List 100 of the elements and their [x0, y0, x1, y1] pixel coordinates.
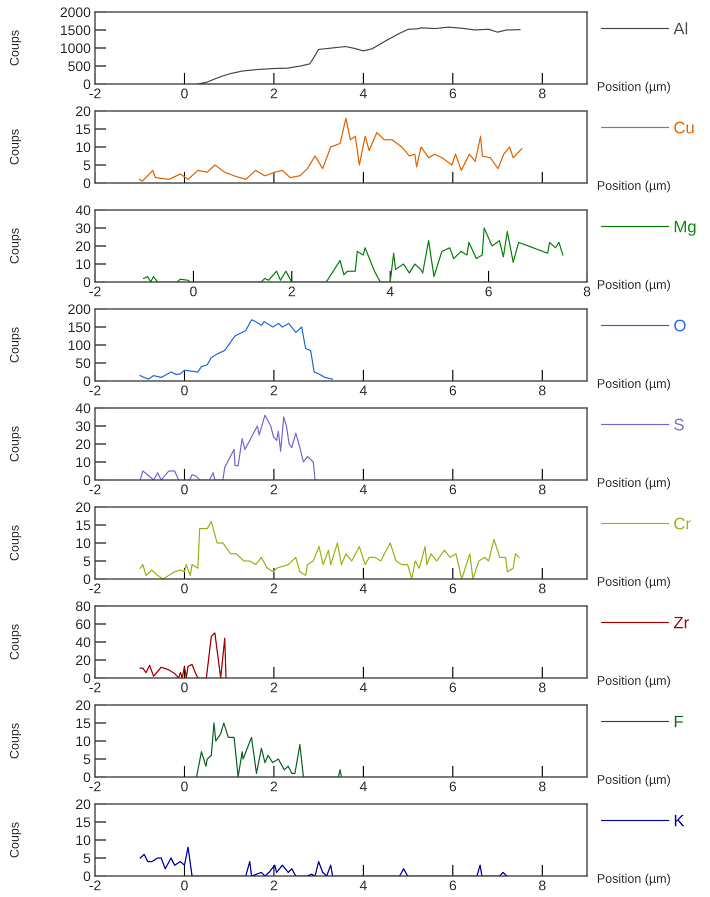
x-axis-title: Position (µm) [598, 82, 670, 94]
x-tick-label: 0 [181, 682, 188, 692]
x-axis-title: Position (µm) [598, 478, 670, 490]
y-tick-label: 20 [76, 241, 90, 252]
x-tick-label: 4 [386, 286, 394, 296]
x-tick-label: 8 [539, 88, 546, 98]
x-tick-label: 0 [181, 484, 188, 494]
x-tick-label: 8 [539, 386, 546, 396]
x-tick-label: 4 [360, 880, 367, 890]
y-tick-label: 15 [76, 817, 90, 828]
x-tick-label: 4 [360, 484, 367, 494]
x-tick-label: -2 [89, 88, 100, 98]
y-tick-label: 20 [76, 700, 90, 710]
legend-label: K [674, 814, 684, 826]
x-tick-label: 8 [539, 584, 546, 594]
line-series [140, 632, 227, 678]
x-tick-label: 8 [584, 286, 590, 296]
legend-label: F [674, 716, 683, 728]
y-tick-label: 0 [84, 673, 90, 684]
y-tick-label: 40 [76, 637, 90, 648]
x-tick-label: 6 [450, 880, 456, 890]
x-tick-label: 6 [450, 682, 456, 692]
x-tick-label: 2 [270, 880, 278, 890]
y-tick-label: 0 [84, 475, 90, 486]
y-tick-label: 5 [84, 754, 90, 764]
y-axis-title: Coups [10, 525, 22, 560]
x-tick-label: -2 [89, 286, 100, 296]
x-tick-label: 2 [270, 682, 278, 692]
x-tick-label: 0 [181, 584, 188, 594]
x-axis-title: Position (µm) [598, 576, 670, 588]
y-tick-label: 0 [84, 277, 90, 288]
legend-label: O [674, 320, 686, 332]
y-tick-label: 0 [84, 178, 90, 188]
x-tick-label: 6 [450, 386, 456, 396]
y-tick-label: 200 [68, 304, 90, 314]
y-axis-title: Coups [10, 822, 22, 858]
y-tick-label: 15 [76, 718, 90, 728]
y-tick-label: 30 [76, 223, 90, 234]
x-tick-label: 6 [450, 782, 456, 792]
legend-label: Zr [674, 616, 689, 628]
x-tick-label: 2 [270, 386, 278, 396]
y-tick-label: 40 [76, 403, 90, 414]
x-axis-title: Position (µm) [598, 874, 670, 886]
y-tick-label: 2000 [60, 7, 90, 18]
y-tick-label: 0 [84, 79, 90, 90]
y-tick-label: 5 [84, 160, 90, 170]
legend-label: S [674, 418, 684, 430]
x-tick-label: 4 [360, 386, 367, 396]
y-tick-label: 0 [84, 574, 90, 584]
legend-label: Al [673, 22, 688, 34]
x-tick-label: 6 [485, 286, 492, 296]
x-tick-label: 2 [270, 584, 278, 594]
x-tick-label: 2 [288, 286, 295, 296]
y-axis-title: Coups [10, 228, 22, 264]
y-tick-label: 150 [68, 322, 90, 332]
x-axis-title: Position (µm) [598, 280, 670, 292]
x-tick-label: -2 [89, 880, 100, 890]
y-tick-label: 20 [76, 502, 90, 512]
y-tick-label: 0 [84, 772, 90, 782]
x-axis-title: Position (µm) [598, 676, 670, 688]
x-tick-label: 8 [539, 682, 546, 692]
y-axis-title: Coups [10, 624, 22, 660]
x-tick-label: 2 [270, 782, 278, 792]
y-tick-label: 10 [76, 736, 90, 746]
y-tick-label: 60 [76, 619, 90, 630]
x-axis-title: Position (µm) [598, 378, 670, 390]
y-tick-label: 5 [84, 556, 90, 566]
y-tick-label: 1500 [61, 25, 90, 36]
x-axis-title: Position (µm) [598, 774, 670, 786]
y-tick-label: 0 [84, 376, 90, 386]
y-tick-label: 50 [76, 358, 90, 368]
x-tick-label: 8 [539, 782, 546, 792]
x-tick-label: 4 [360, 584, 367, 594]
y-axis-title: Coups [10, 30, 22, 66]
line-series [140, 319, 334, 380]
y-tick-label: 1000 [61, 43, 90, 54]
line-series [197, 26, 521, 84]
y-tick-label: 10 [76, 835, 90, 846]
x-tick-label: -2 [89, 386, 100, 396]
y-tick-label: 10 [76, 142, 90, 152]
y-axis-title: Coups [10, 723, 22, 758]
y-tick-label: 100 [68, 340, 90, 350]
y-tick-label: 40 [76, 205, 90, 216]
line-series [196, 722, 342, 777]
y-tick-label: 5 [84, 853, 90, 864]
y-tick-label: 80 [76, 601, 90, 612]
x-tick-label: -2 [89, 782, 100, 792]
x-tick-label: 4 [360, 88, 367, 98]
x-tick-label: 2 [270, 88, 278, 98]
x-tick-label: 0 [190, 286, 197, 296]
legend-label: Mg [674, 220, 696, 236]
x-tick-label: 2 [270, 484, 278, 494]
y-tick-label: 10 [76, 457, 90, 468]
y-tick-label: 20 [76, 439, 90, 450]
legend-label: Cu [674, 122, 694, 134]
x-tick-label: 6 [450, 88, 456, 98]
x-tick-label: -2 [89, 484, 100, 494]
y-tick-label: 10 [76, 538, 90, 548]
y-axis-title: Coups [10, 129, 22, 164]
x-tick-label: 0 [181, 88, 188, 98]
